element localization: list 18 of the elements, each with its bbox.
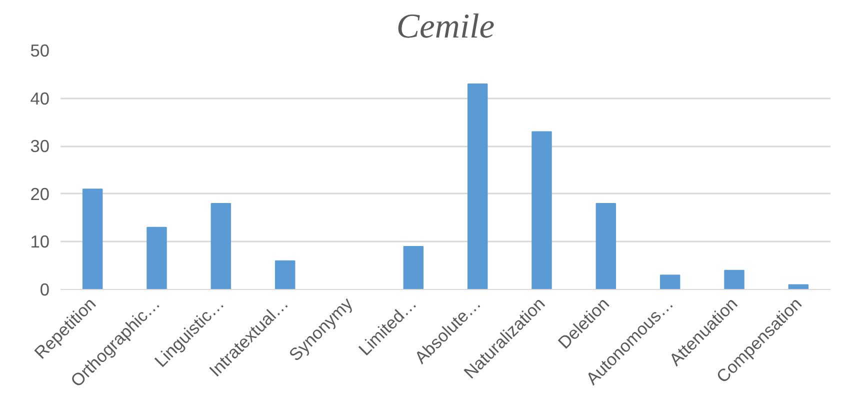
y-tick-label: 30 — [30, 136, 50, 156]
y-tick-label: 50 — [30, 40, 50, 60]
y-tick-label: 0 — [40, 280, 50, 300]
bar — [532, 131, 552, 290]
bar — [788, 284, 809, 290]
bar — [724, 270, 744, 290]
y-tick-label: 20 — [30, 184, 50, 204]
y-tick-label: 10 — [30, 232, 50, 252]
bar — [274, 260, 296, 290]
chart-title: Cemile — [396, 8, 495, 46]
bar — [403, 246, 424, 290]
bar — [210, 202, 232, 290]
bar — [146, 226, 167, 290]
bar — [660, 274, 680, 290]
y-tick-label: 40 — [30, 88, 50, 108]
bar — [467, 83, 488, 290]
bar — [596, 202, 616, 290]
bar — [82, 188, 103, 290]
